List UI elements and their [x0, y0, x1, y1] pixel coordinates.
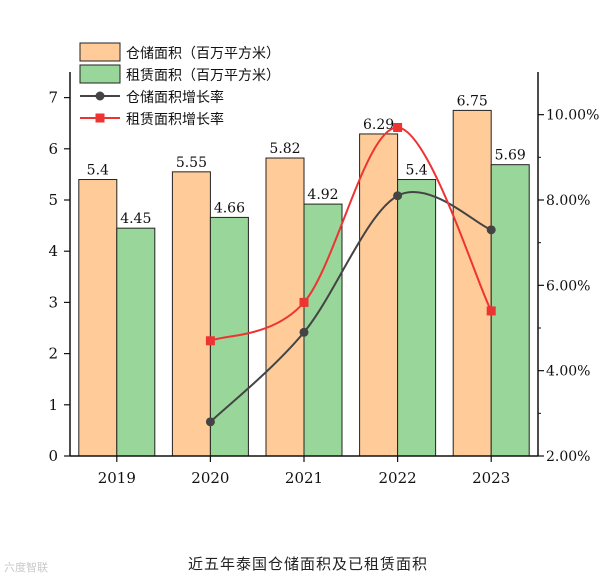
bar-storage-2019 — [78, 179, 118, 457]
bar-label-storage-2022: 6.29 — [363, 117, 394, 133]
legend-label-storage-area: 仓储面积（百万平方米） — [126, 46, 280, 62]
bar-label-leased-2019: 4.45 — [120, 211, 151, 227]
legend-marker-leased-growth — [95, 113, 105, 123]
bar-leased-2022 — [397, 179, 437, 457]
legend-label-leased-area: 租赁面积（百万平方米） — [126, 68, 280, 84]
left-tick-label-3: 3 — [48, 293, 58, 311]
bar-label-leased-2022: 5.4 — [405, 163, 427, 179]
x-tick-label-2022: 2022 — [379, 469, 417, 487]
bar-storage-2021 — [265, 157, 305, 457]
bar-label-storage-2023: 6.75 — [457, 93, 488, 109]
x-tick-label-2023: 2023 — [472, 469, 510, 487]
point-storage-growth-2021 — [299, 327, 309, 337]
x-tick-label-2019: 2019 — [98, 469, 136, 487]
left-tick-label-6: 6 — [48, 140, 58, 158]
bar-leased-2019 — [116, 227, 156, 457]
right-tick-label-2.00%: 2.00% — [546, 449, 590, 465]
axes-layer: 0 1 2 3 4 5 6 7 2.00% 4.00% 6.00% 8.00% 10.00% 2019 20… — [48, 72, 599, 487]
point-storage-growth-2022 — [393, 191, 403, 201]
bar-label-leased-2021: 4.92 — [307, 187, 338, 203]
left-tick-label-7: 7 — [48, 89, 58, 107]
watermark: 六度智联 — [4, 561, 48, 574]
bar-label-storage-2019: 5.4 — [87, 163, 109, 179]
left-tick-label-4: 4 — [48, 242, 58, 260]
bar-labels-layer: 5.4 5.55 5.82 6.29 6.75 4.45 4.66 4.92 5.4 5.69 — [87, 93, 526, 227]
bar-leased-2023 — [490, 164, 530, 457]
chart: 5.4 5.55 5.82 6.29 6.75 4.45 4.66 4.92 5.4 5.69 0… — [48, 42, 599, 487]
legend-marker-storage-growth — [95, 91, 105, 101]
lines-layer — [205, 122, 496, 427]
left-tick-label-0: 0 — [48, 447, 58, 465]
line-storage-growth — [209, 191, 492, 423]
point-leased-growth-2020 — [205, 336, 215, 346]
point-leased-growth-2021 — [299, 297, 309, 307]
right-tick-label-4.00%: 4.00% — [546, 364, 590, 380]
x-tick-label-2021: 2021 — [285, 469, 323, 487]
point-storage-growth-2023 — [486, 225, 496, 235]
legend-label-leased-growth: 租赁面积增长率 — [126, 111, 224, 128]
right-tick-label-10.00%: 10.00% — [546, 108, 599, 124]
bar-label-storage-2021: 5.82 — [269, 141, 300, 157]
right-tick-label-6.00%: 6.00% — [546, 278, 590, 294]
bar-label-storage-2020: 5.55 — [176, 155, 207, 171]
left-tick-label-1: 1 — [48, 396, 58, 414]
legend-swatch-storage-area — [79, 42, 121, 62]
bar-label-leased-2023: 5.69 — [495, 148, 526, 164]
point-leased-growth-2022 — [393, 122, 403, 132]
bar-storage-2022 — [359, 133, 399, 457]
left-tick-label-2: 2 — [48, 345, 58, 363]
bar-storage-2023 — [452, 109, 492, 457]
x-tick-label-2020: 2020 — [191, 469, 229, 487]
point-storage-growth-2020 — [205, 417, 215, 427]
bar-leased-2021 — [303, 203, 343, 457]
bar-label-leased-2020: 4.66 — [214, 200, 245, 216]
legend-swatch-leased-area — [79, 64, 121, 84]
bar-storage-2020 — [171, 171, 211, 457]
legend-label-storage-growth: 仓储面积增长率 — [126, 89, 224, 106]
chart-caption: 近五年泰国仓储面积及已租赁面积 — [187, 555, 428, 573]
right-tick-label-8.00%: 8.00% — [546, 193, 590, 209]
left-tick-label-5: 5 — [48, 191, 58, 209]
line-leased-growth — [210, 126, 493, 342]
bars-layer — [78, 109, 530, 457]
point-leased-growth-2023 — [486, 306, 496, 316]
